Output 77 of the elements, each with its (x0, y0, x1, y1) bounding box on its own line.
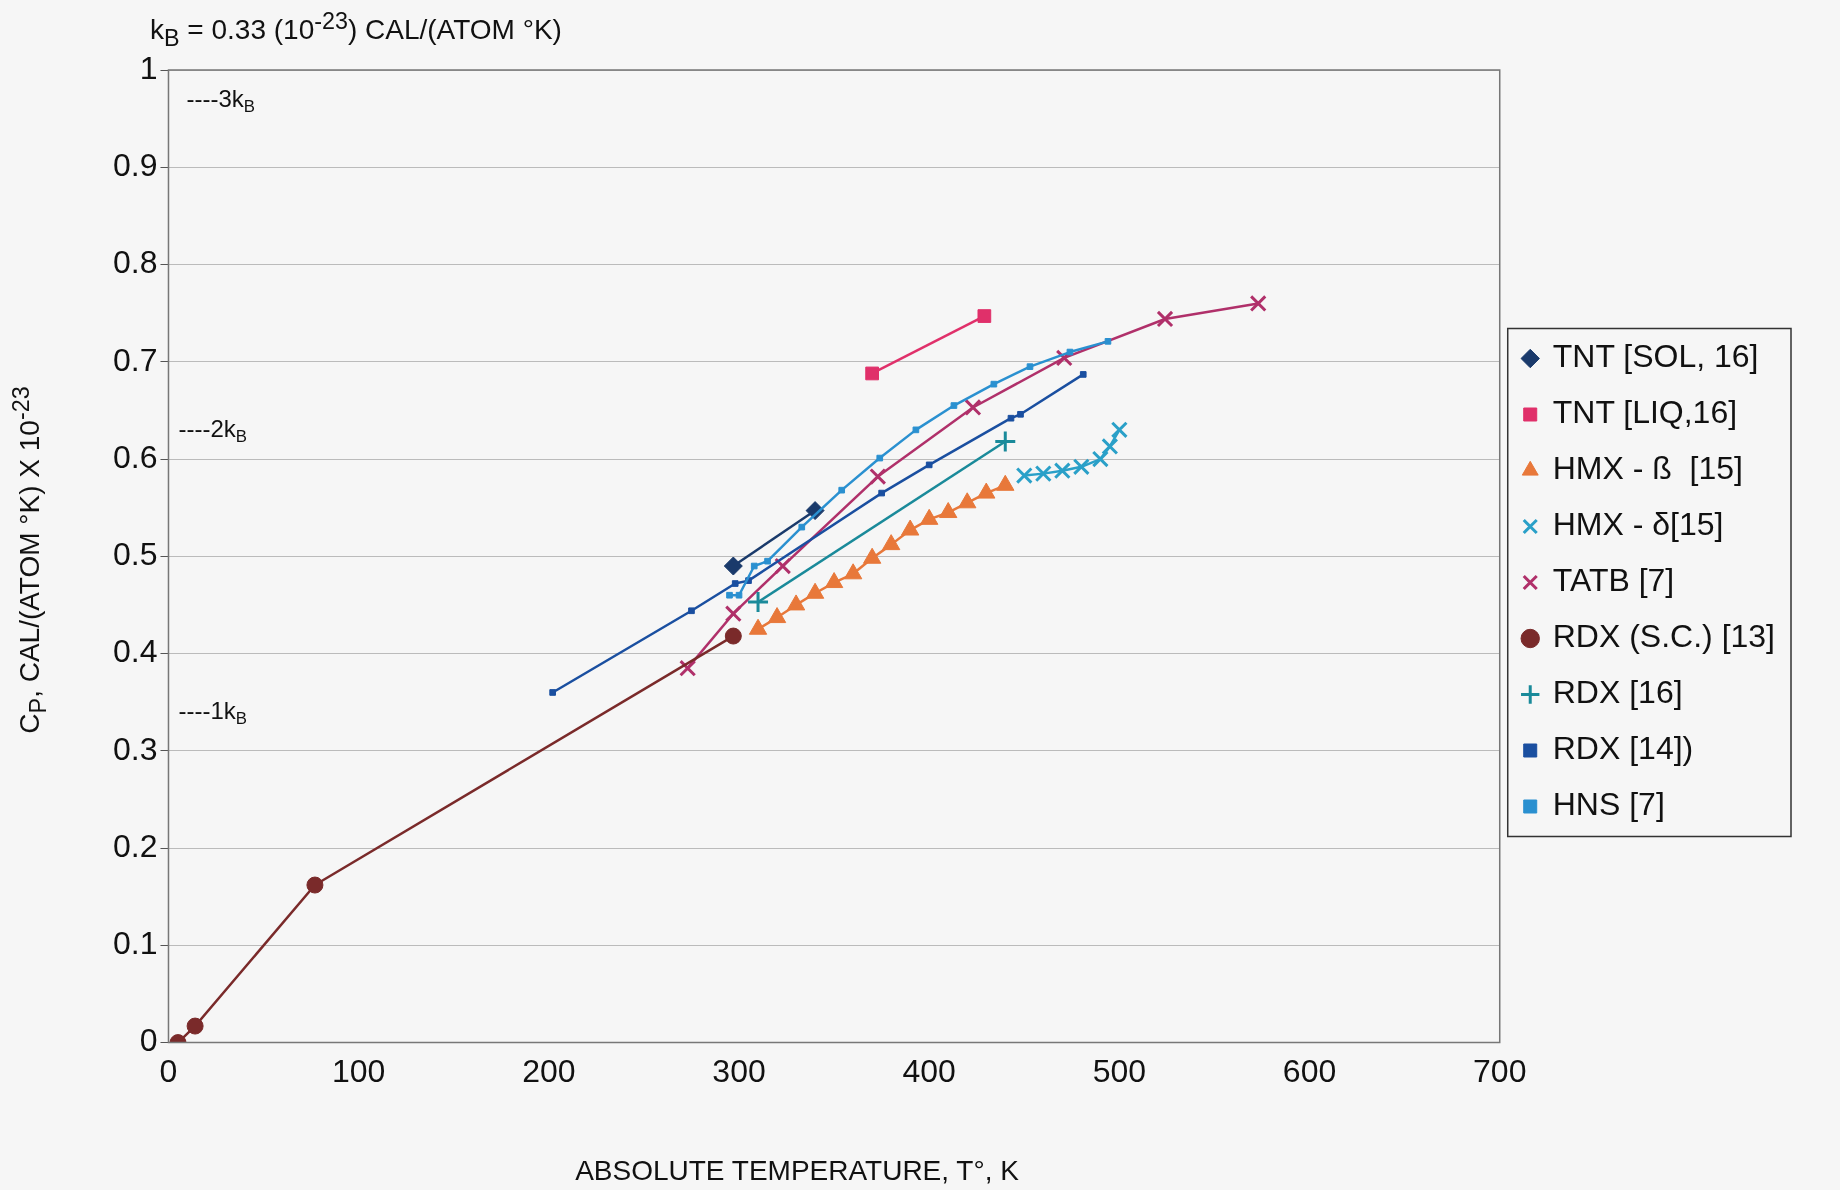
chart-title: k$_{B}$ = 0.33 (10$^{-23}$) CAL/(ATOM °K) (150, 8, 562, 51)
point (549, 689, 556, 696)
point (964, 398, 982, 417)
legend-label: HMX - ß [15] (1552, 450, 1743, 487)
point (1007, 414, 1015, 422)
point (767, 607, 787, 624)
point (774, 557, 792, 575)
point (977, 309, 992, 323)
point (731, 580, 739, 587)
legend-label: RDX [16] (1552, 674, 1683, 711)
point (882, 534, 901, 551)
point (679, 659, 697, 677)
point (798, 523, 806, 531)
point (688, 607, 695, 615)
point (750, 562, 758, 570)
point (726, 591, 733, 599)
point (723, 556, 743, 576)
point (1015, 467, 1033, 485)
point (1026, 363, 1034, 370)
point (1066, 348, 1074, 356)
x-tick-label: 600 (1282, 1052, 1337, 1089)
point (838, 486, 846, 494)
x-tick-label: 500 (1092, 1052, 1147, 1089)
point (735, 591, 743, 599)
point (1053, 462, 1071, 480)
point (950, 402, 958, 409)
x-tick-label: 300 (712, 1052, 766, 1089)
legend-label: RDX [14]) (1552, 730, 1694, 767)
point (1110, 421, 1128, 439)
x-axis-title: ABSOLUTE TEMPERATURE, T°, K (574, 1155, 1020, 1187)
y-tick-label: 1 (139, 49, 158, 86)
point (865, 366, 880, 381)
point (939, 502, 958, 519)
point (746, 590, 770, 614)
point (925, 461, 933, 469)
y-tick-label: 0.5 (113, 536, 158, 573)
y-tick-label: 0.6 (113, 438, 158, 475)
y-tick-label: 0.1 (113, 925, 158, 962)
legend-label: RDX (S.C.) [13] (1552, 618, 1775, 655)
point (912, 426, 920, 434)
point (990, 380, 998, 388)
x-tick-label: 100 (331, 1052, 386, 1089)
y-tick-label: 0.2 (113, 827, 158, 864)
point (1072, 458, 1090, 476)
point (1091, 450, 1109, 468)
x-tick-label: 700 (1473, 1052, 1527, 1089)
legend-label: HNS [7] (1552, 786, 1665, 823)
y-tick-label: 0.4 (113, 633, 158, 670)
point (1017, 410, 1024, 418)
point (1034, 465, 1052, 483)
y-tick-label: 0.3 (113, 730, 158, 767)
point (724, 605, 742, 623)
y-tick-label: 0.7 (113, 341, 158, 378)
x-tick-label: 200 (522, 1052, 576, 1089)
point (1079, 371, 1087, 378)
legend-label: HMX - δ[15] (1552, 506, 1724, 543)
point (1101, 437, 1119, 455)
x-tick-label: 400 (902, 1052, 956, 1089)
point (993, 430, 1017, 454)
point (186, 1017, 204, 1035)
point (724, 627, 742, 645)
point (1104, 338, 1112, 345)
point (824, 572, 844, 589)
y-tick-label: 0.9 (113, 147, 158, 184)
legend-label: TNT [SOL, 16] (1552, 338, 1759, 375)
point (1249, 294, 1267, 312)
point (878, 489, 885, 497)
point (876, 454, 884, 462)
legend-label: TATB [7] (1552, 562, 1675, 599)
y-tick-label: 0 (139, 1022, 158, 1059)
point (1055, 349, 1073, 367)
point (306, 876, 324, 894)
y-tick-label: 0.8 (113, 244, 158, 281)
point (1156, 310, 1174, 328)
legend-label: TNT [LIQ,16] (1552, 394, 1738, 431)
point (764, 557, 771, 565)
point (869, 467, 887, 486)
